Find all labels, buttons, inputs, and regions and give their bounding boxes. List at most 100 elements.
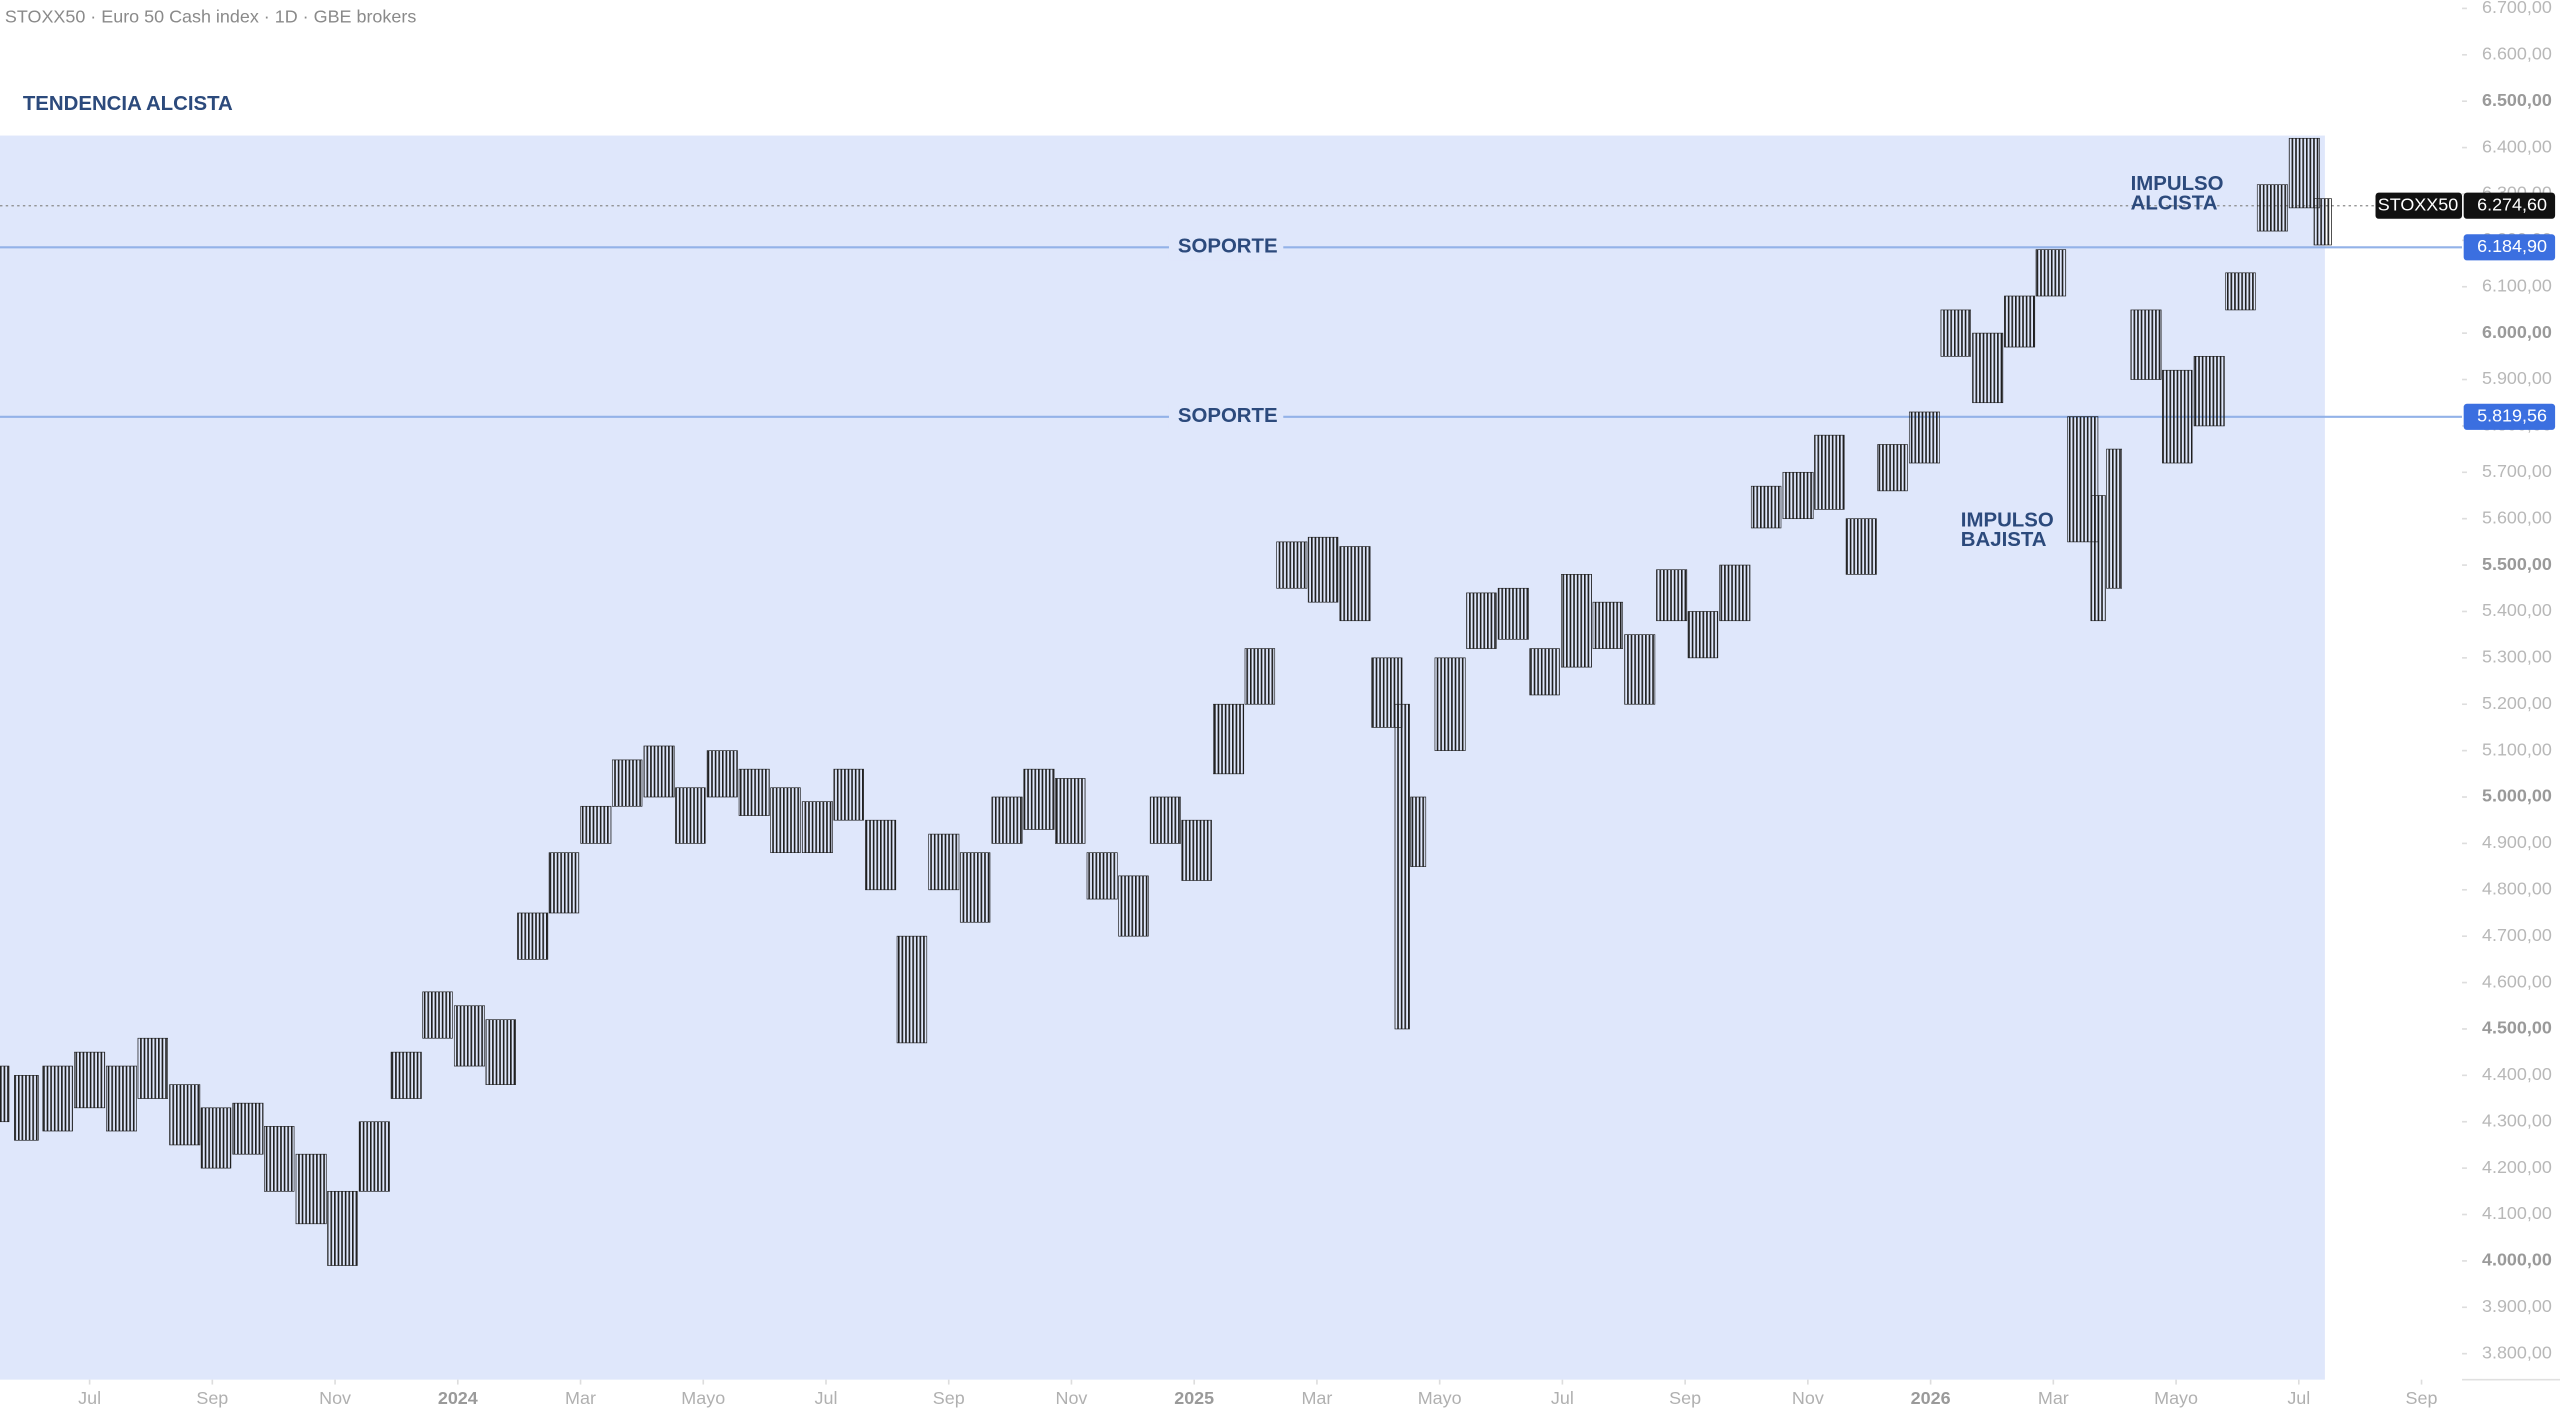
price-bar: [548, 852, 580, 914]
y-tick-label: 5.000,00: [2482, 786, 2552, 806]
y-tick-label: 5.100,00: [2482, 739, 2552, 759]
price-bar: [1561, 574, 1593, 668]
price-bar: [675, 787, 706, 844]
x-tick-label: Sep: [933, 1388, 965, 1408]
price-bar: [611, 759, 643, 807]
y-tick-label: 5.200,00: [2482, 693, 2552, 713]
x-tick-label: Nov: [1792, 1388, 1824, 1408]
price-bar: [865, 819, 897, 891]
price-bar: [1276, 541, 1308, 589]
x-tick-label: Mar: [2038, 1388, 2069, 1408]
level-tag-label: 5.819,56: [2477, 406, 2547, 426]
y-tick-label: 6.000,00: [2482, 322, 2552, 342]
price-bar: [14, 1075, 39, 1141]
price-bar: [137, 1037, 168, 1099]
last-price-name-tag: [2375, 192, 2463, 219]
x-tick-label: Sep: [2406, 1388, 2438, 1408]
price-bar: [1466, 592, 1497, 649]
price-bar: [42, 1065, 73, 1132]
x-tick-label: Mar: [1301, 1388, 1332, 1408]
price-bar: [1410, 796, 1427, 867]
price-bar: [643, 745, 675, 798]
price-bar: [1719, 564, 1751, 622]
y-tick-label: 4.000,00: [2482, 1250, 2552, 1270]
y-tick-label: 4.400,00: [2482, 1064, 2552, 1084]
y-tick-label: 4.800,00: [2482, 879, 2552, 899]
price-bar: [1149, 796, 1181, 844]
support-label-bg: [1168, 403, 1284, 430]
price-bar: [1307, 536, 1339, 603]
price-bar: [1181, 819, 1212, 881]
y-tick-label: 5.700,00: [2482, 461, 2552, 481]
x-tick-label: 2026: [1911, 1388, 1951, 1408]
price-bar: [485, 1019, 516, 1085]
support-label-bg: [1168, 234, 1284, 261]
annotation: IMPULSO: [2131, 173, 2224, 195]
price-bar: [2288, 137, 2320, 209]
price-bar: [2130, 309, 2162, 380]
price-bar: [1434, 657, 1466, 751]
price-bar: [390, 1051, 422, 1099]
price-bar: [517, 912, 549, 960]
price-bar: [422, 991, 453, 1039]
price-bar: [106, 1065, 137, 1132]
price-bar: [833, 768, 864, 821]
y-tick-label: 5.300,00: [2482, 647, 2552, 667]
y-tick-label: 5.500,00: [2482, 554, 2552, 574]
price-bar: [1814, 434, 1845, 510]
price-bar: [1782, 471, 1814, 520]
y-tick-label: 5.400,00: [2482, 600, 2552, 620]
price-bar: [2256, 184, 2288, 232]
price-bar: [1339, 546, 1371, 622]
y-tick-label: 3.900,00: [2482, 1296, 2552, 1316]
x-tick-label: Jul: [78, 1388, 101, 1408]
y-tick-label: 5.600,00: [2482, 507, 2552, 527]
price-bar: [770, 787, 801, 854]
price-bar: [1687, 611, 1719, 659]
price-bar: [738, 768, 770, 816]
y-tick-label: 6.100,00: [2482, 275, 2552, 295]
x-tick-label: Jul: [2287, 1388, 2310, 1408]
price-bar: [991, 796, 1023, 844]
level-tag: [2463, 403, 2556, 430]
x-tick-label: Mayo: [2154, 1388, 2198, 1408]
annotation: BAJISTA: [1961, 529, 2047, 551]
last-price-name: STOXX50: [2378, 194, 2458, 214]
price-bar: [1750, 485, 1782, 529]
price-bar: [1656, 569, 1688, 622]
y-tick-label: 4.100,00: [2482, 1203, 2552, 1223]
y-tick-label: 4.300,00: [2482, 1110, 2552, 1130]
price-bar: [2035, 249, 2067, 297]
y-tick-label: 6.400,00: [2482, 136, 2552, 156]
price-bar: [2193, 355, 2225, 427]
x-tick-label: 2024: [438, 1388, 478, 1408]
price-bar: [1877, 444, 1908, 492]
y-tick-label: 3.800,00: [2482, 1342, 2552, 1362]
x-tick-label: Sep: [1669, 1388, 1701, 1408]
price-bar: [2106, 448, 2122, 589]
price-bar: [1908, 411, 1940, 464]
price-bar: [74, 1051, 106, 1109]
y-tick-label: 4.700,00: [2482, 925, 2552, 945]
price-bar: [801, 801, 833, 854]
price-bar: [2225, 272, 2256, 311]
price-bar: [264, 1126, 295, 1192]
y-tick-label: 5.900,00: [2482, 368, 2552, 388]
x-tick-label: Mar: [565, 1388, 596, 1408]
x-tick-label: 2025: [1174, 1388, 1214, 1408]
annotation: TENDENCIA ALCISTA: [23, 93, 233, 115]
price-bar: [1118, 875, 1149, 937]
support-label: SOPORTE: [1178, 236, 1278, 258]
annotation: IMPULSO: [1961, 509, 2054, 531]
price-bar: [1394, 703, 1410, 1030]
price-bar: [1086, 852, 1118, 900]
price-bar: [1940, 309, 1971, 357]
price-bar: [1244, 648, 1276, 705]
price-bar: [2090, 495, 2106, 622]
price-bar: [1497, 587, 1529, 640]
x-tick-label: Mayo: [1418, 1388, 1462, 1408]
price-bar: [453, 1005, 485, 1067]
support-label: SOPORTE: [1178, 405, 1278, 427]
price-bar: [295, 1153, 327, 1225]
